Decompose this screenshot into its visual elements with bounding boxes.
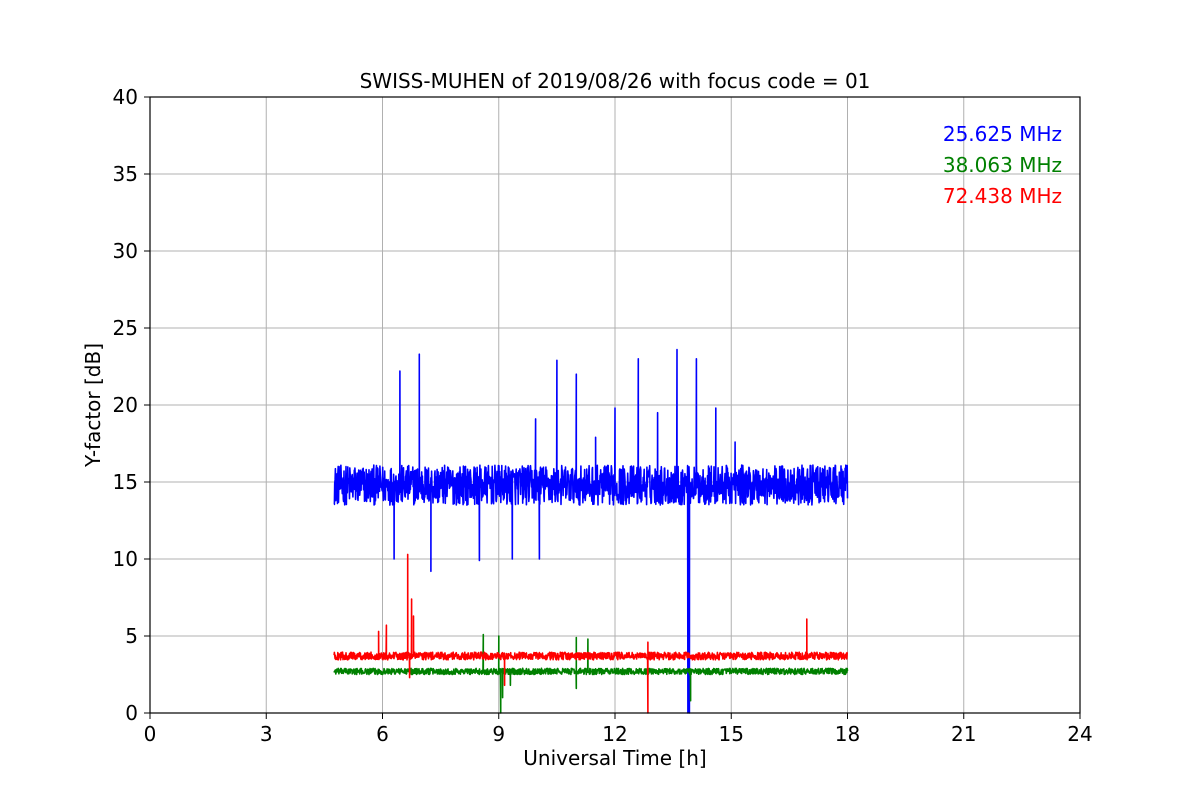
y-tick-label: 25 xyxy=(113,316,138,340)
x-tick-label: 3 xyxy=(260,722,273,746)
legend: 25.625 MHz 38.063 MHz 72.438 MHz xyxy=(943,122,1062,208)
series-line xyxy=(333,348,849,714)
y-tick-label: 30 xyxy=(113,239,138,263)
chart-title: SWISS-MUHEN of 2019/08/26 with focus cod… xyxy=(360,69,871,93)
y-tick-label: 0 xyxy=(125,701,138,725)
legend-entry: 38.063 MHz xyxy=(943,153,1062,177)
y-tick-label: 5 xyxy=(125,624,138,648)
x-tick-label: 18 xyxy=(835,722,860,746)
x-tick-label: 21 xyxy=(951,722,976,746)
x-tick-label: 24 xyxy=(1067,722,1092,746)
series-layer xyxy=(333,348,849,714)
legend-entry: 25.625 MHz xyxy=(943,122,1062,146)
y-axis-label: Y-factor [dB] xyxy=(81,343,105,468)
x-tick-label: 12 xyxy=(602,722,627,746)
y-tick-label: 15 xyxy=(113,470,138,494)
x-axis-label: Universal Time [h] xyxy=(523,746,706,770)
x-tick-label: 6 xyxy=(376,722,389,746)
x-tick-label: 0 xyxy=(144,722,157,746)
x-tick-label: 15 xyxy=(719,722,744,746)
y-tick-label: 10 xyxy=(113,547,138,571)
legend-entry: 72.438 MHz xyxy=(943,184,1062,208)
series-line xyxy=(333,633,849,714)
series-line xyxy=(333,553,848,714)
y-tick-label: 40 xyxy=(113,85,138,109)
ticks: 0 3 6 9 12 15 18 21 24 0 5 10 15 20 25 30 35 40 xyxy=(113,85,1093,746)
y-tick-label: 35 xyxy=(113,162,138,186)
x-tick-label: 9 xyxy=(492,722,505,746)
y-tick-label: 20 xyxy=(113,393,138,417)
